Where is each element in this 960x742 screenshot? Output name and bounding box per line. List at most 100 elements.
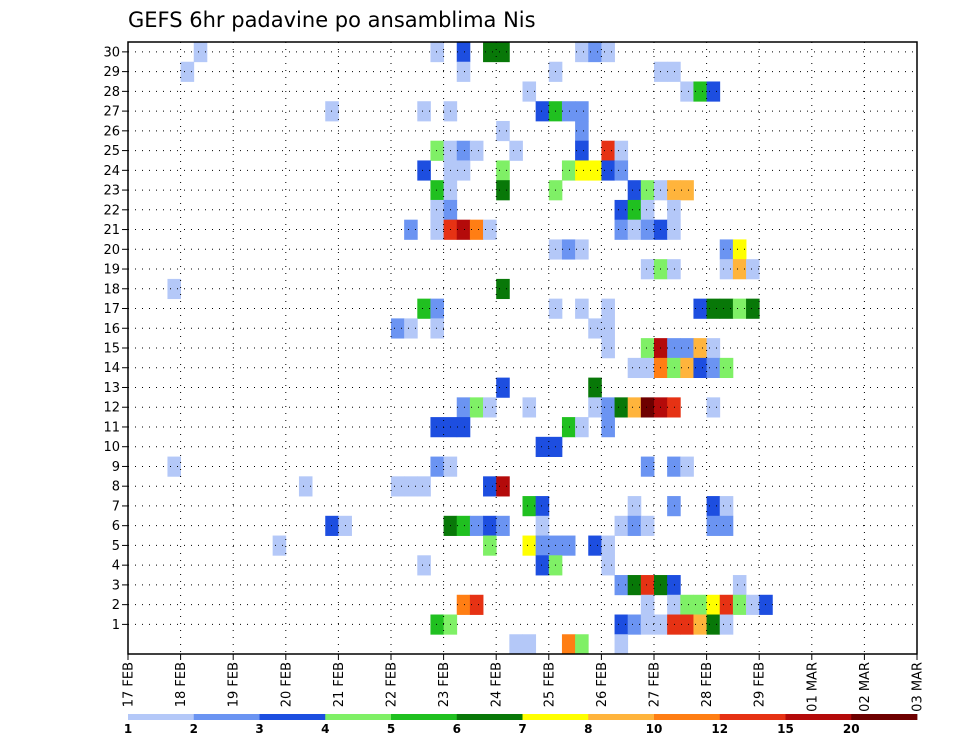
heatmap-cell (483, 476, 497, 497)
x-tick-label: 21 FEB (332, 662, 347, 707)
heatmap-cell (483, 515, 497, 536)
y-tick-label: 5 (112, 539, 120, 554)
heatmap-cell (456, 42, 471, 63)
heatmap-cell (601, 555, 615, 576)
heatmap-cell (496, 42, 510, 63)
heatmap-cell (667, 594, 681, 615)
heatmap-cell (483, 535, 497, 556)
heatmap-cell (404, 318, 418, 339)
heatmap-cell (430, 456, 444, 477)
heatmap-cell (719, 594, 734, 615)
heatmap-cell (430, 417, 444, 438)
heatmap-cell (575, 634, 589, 655)
heatmap-cell (601, 417, 615, 438)
y-tick-label: 7 (112, 499, 120, 514)
heatmap-cell (417, 160, 431, 181)
heatmap-cell (575, 140, 589, 161)
heatmap-cell (456, 219, 471, 240)
legend-label: 3 (255, 722, 263, 736)
heatmap-cell (667, 357, 681, 379)
heatmap-cell (522, 496, 537, 517)
y-axis-ticks: 1234567891011121314151617181920212223242… (103, 45, 128, 633)
heatmap-cell (667, 199, 681, 221)
y-tick-label: 19 (103, 263, 120, 278)
y-tick-label: 27 (103, 105, 120, 120)
heatmap-cell (640, 456, 655, 477)
heatmap-cell (667, 496, 681, 517)
heatmap-cell (667, 61, 681, 82)
y-tick-label: 3 (112, 578, 120, 593)
y-tick-label: 30 (103, 45, 120, 60)
y-tick-label: 11 (103, 420, 120, 435)
heatmap-cell (706, 81, 721, 102)
heatmap-cell (680, 357, 694, 379)
y-tick-label: 10 (103, 440, 120, 455)
heatmap-cell (522, 81, 537, 102)
heatmap-cell (693, 594, 707, 615)
x-tick-label: 23 FEB (437, 662, 452, 707)
y-tick-label: 25 (103, 144, 120, 159)
heatmap-cell (706, 397, 721, 418)
heatmap-cell (575, 417, 589, 438)
color-legend: 1 2 3 4 5 6 7 8 10 12 15 20 (124, 714, 918, 736)
heatmap-cell (522, 634, 537, 655)
heatmap-cell (719, 259, 734, 280)
heatmap-cell (535, 436, 550, 457)
heatmap-cell (535, 535, 550, 556)
grid-lines (128, 42, 917, 654)
x-tick-label: 02 MAR (858, 662, 873, 712)
heatmap-cell (325, 101, 339, 122)
legend-label: 7 (518, 722, 526, 736)
heatmap-cell (601, 140, 615, 161)
heatmap-cell (496, 278, 510, 300)
heatmap-cell (430, 140, 444, 161)
heatmap-cell (680, 180, 694, 201)
heatmap-cell (693, 338, 707, 359)
heatmap-cell (522, 535, 537, 556)
legend-swatch (719, 714, 786, 720)
heatmap-cell (417, 476, 431, 497)
heatmap-cell (680, 456, 694, 477)
y-tick-label: 9 (112, 460, 120, 475)
legend-label: 20 (843, 722, 860, 736)
heatmap-cell (588, 397, 602, 418)
legend-swatch (522, 714, 589, 720)
heatmap-cell (561, 634, 576, 655)
heatmap-cell (627, 614, 642, 635)
plot-frame (127, 41, 918, 655)
heatmap-cell (417, 101, 431, 122)
heatmap-cell (272, 535, 287, 556)
heatmap-cell (719, 515, 734, 536)
heatmap-cell (614, 199, 629, 221)
heatmap-cell (680, 81, 694, 102)
heatmap-cell (535, 515, 550, 536)
heatmap-cell (469, 397, 484, 418)
heatmap-cell (746, 298, 760, 319)
heatmap-cell (496, 377, 510, 398)
heatmap-cell (640, 357, 655, 379)
y-tick-label: 14 (103, 361, 120, 376)
heatmap-cell (456, 397, 471, 418)
heatmap-cell (640, 338, 655, 359)
heatmap-cell (732, 594, 747, 615)
heatmap-cell (746, 259, 760, 280)
legend-swatch (128, 714, 195, 720)
heatmap-cell (640, 575, 655, 596)
y-tick-label: 26 (103, 124, 120, 139)
heatmap-cell (430, 318, 444, 339)
heatmap-cell (575, 42, 589, 63)
heatmap-cell (614, 575, 629, 596)
y-tick-label: 1 (112, 618, 120, 633)
heatmap-cell (417, 555, 431, 576)
legend-swatch (456, 714, 523, 720)
heatmap-cell (496, 515, 510, 536)
heatmap-cell (614, 614, 629, 635)
heatmap-cell (640, 259, 655, 280)
heatmap-cell (732, 259, 747, 280)
y-tick-label: 22 (103, 203, 120, 218)
heatmap-cell (667, 456, 681, 477)
heatmap-cell (640, 219, 655, 240)
heatmap-cell (404, 476, 418, 497)
legend-swatch (193, 714, 260, 720)
